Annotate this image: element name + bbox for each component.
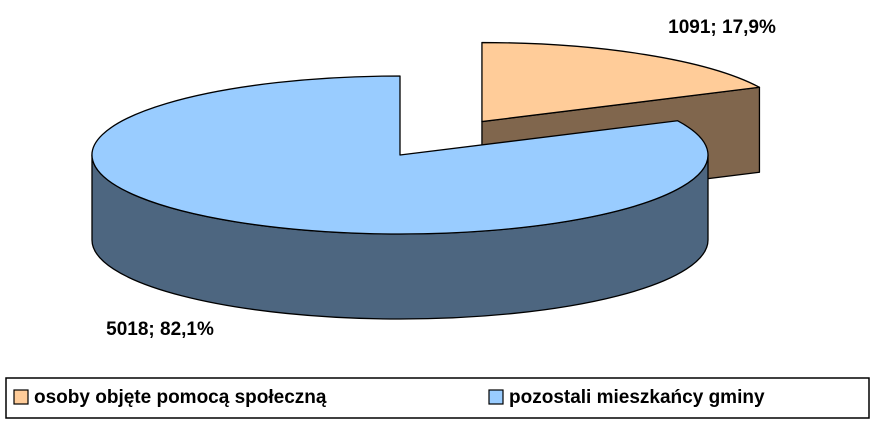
data-label: 1091; 17,9%: [668, 17, 776, 38]
legend-box: [5, 377, 870, 419]
slice: [481, 41, 761, 123]
legend-swatch: [13, 389, 29, 405]
legend-label: osoby objęte pomocą społeczną: [34, 387, 327, 408]
legend-label: pozostali mieszkańcy gminy: [509, 387, 765, 408]
slice: [91, 75, 709, 235]
legend-swatch: [488, 389, 504, 405]
data-label: 5018; 82,1%: [106, 319, 214, 340]
